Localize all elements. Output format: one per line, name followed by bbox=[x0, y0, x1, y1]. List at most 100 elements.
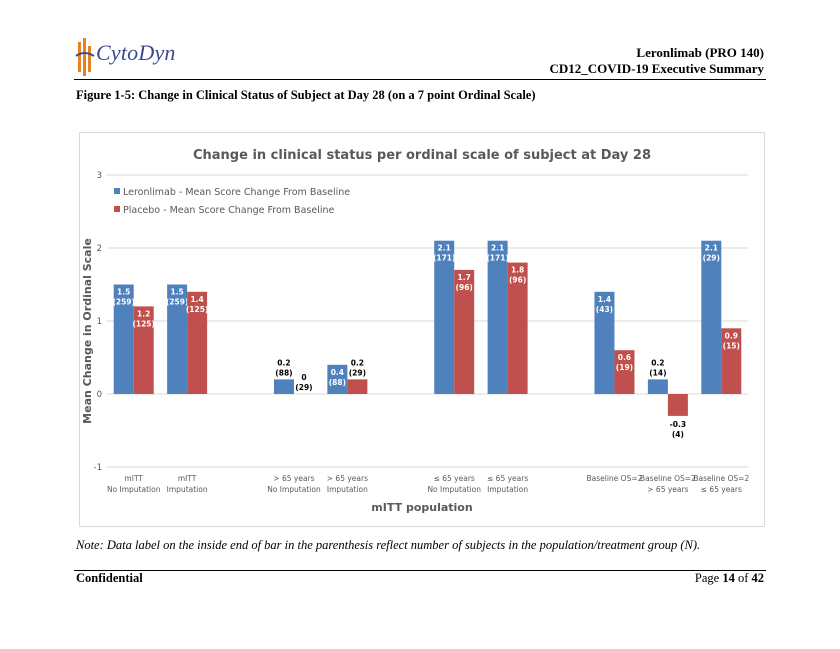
placebo-bar bbox=[133, 306, 154, 394]
placebo-bar bbox=[347, 379, 368, 394]
legend-swatch bbox=[114, 188, 120, 194]
data-label: 0.9 bbox=[725, 331, 738, 340]
y-tick-label: -1 bbox=[94, 463, 102, 473]
x-tick-label: No Imputation bbox=[267, 485, 321, 494]
placebo-bar bbox=[454, 269, 475, 394]
page-total: 42 bbox=[751, 571, 765, 585]
x-tick-label: Baseline OS=2 bbox=[640, 474, 696, 483]
page-of: of bbox=[737, 571, 749, 585]
data-label-n: (19) bbox=[616, 363, 633, 372]
data-label: 2.1 bbox=[705, 244, 718, 253]
logo-text: CytoDyn bbox=[96, 40, 176, 65]
placebo-bar bbox=[187, 291, 208, 394]
header-title-line2: CD12_COVID-19 Executive Summary bbox=[549, 61, 764, 76]
data-label: 1.5 bbox=[170, 288, 183, 297]
figure-title: Figure 1-5: Change in Clinical Status of… bbox=[76, 88, 536, 102]
x-tick-label: mITT bbox=[178, 474, 197, 483]
data-label-n: (15) bbox=[723, 341, 740, 350]
x-tick-label: ≤ 65 years bbox=[701, 485, 742, 494]
x-tick-label: > 65 years bbox=[273, 474, 314, 483]
data-label: 0 bbox=[301, 373, 306, 382]
data-label-n: (125) bbox=[186, 305, 209, 314]
placebo-bar bbox=[721, 328, 742, 394]
data-label-n: (14) bbox=[649, 368, 666, 377]
x-tick-label: ≤ 65 years bbox=[487, 474, 528, 483]
data-label: 1.4 bbox=[598, 295, 611, 304]
page-number: Page 14 of 42 bbox=[695, 571, 764, 586]
legend-swatch bbox=[114, 206, 120, 212]
x-tick-label: mITT bbox=[124, 474, 143, 483]
x-tick-label: Imputation bbox=[487, 485, 528, 494]
data-label: 1.2 bbox=[137, 309, 150, 318]
x-tick-label: > 65 years bbox=[327, 474, 368, 483]
y-axis-label: Mean Change in Ordinal Scale bbox=[81, 238, 94, 424]
data-label: 0.2 bbox=[277, 358, 290, 367]
x-tick-label: Baseline OS=2 bbox=[587, 474, 643, 483]
data-label-n: (29) bbox=[703, 254, 720, 263]
document-header: Leronlimab (PRO 140) CD12_COVID-19 Execu… bbox=[550, 45, 764, 77]
confidential-label: Confidential bbox=[76, 571, 143, 585]
x-tick-label: > 65 years bbox=[647, 485, 688, 494]
data-label-n: (43) bbox=[596, 305, 613, 314]
data-label: 2.1 bbox=[491, 244, 504, 253]
page-current: 14 bbox=[722, 571, 735, 585]
data-label: 0.6 bbox=[618, 353, 631, 362]
x-axis-label: mITT population bbox=[371, 501, 472, 514]
data-label-n: (96) bbox=[509, 276, 526, 285]
data-label-n: (29) bbox=[295, 383, 312, 392]
data-label: 1.4 bbox=[190, 295, 203, 304]
data-label: -0.3 bbox=[670, 420, 686, 429]
placebo-bar bbox=[507, 262, 528, 394]
leronlimab-bar bbox=[273, 379, 294, 394]
placebo-bar bbox=[614, 350, 635, 394]
legend-entry: Leronlimab - Mean Score Change From Base… bbox=[123, 187, 350, 198]
leronlimab-bar bbox=[647, 379, 668, 394]
data-label: 1.7 bbox=[458, 273, 471, 282]
data-label-n: (29) bbox=[349, 368, 366, 377]
data-label-n: (171) bbox=[433, 254, 456, 263]
x-tick-label: No Imputation bbox=[427, 485, 481, 494]
page-prefix: Page bbox=[694, 571, 720, 585]
bar-chart: Change in clinical status per ordinal sc… bbox=[81, 148, 749, 514]
data-label: 0.2 bbox=[351, 358, 364, 367]
data-label: 2.1 bbox=[438, 244, 451, 253]
x-tick-label: Imputation bbox=[167, 485, 208, 494]
chart-container: Change in clinical status per ordinal sc… bbox=[79, 132, 765, 527]
x-tick-label: Baseline OS=2 bbox=[693, 474, 749, 483]
placebo-bar bbox=[667, 394, 688, 416]
data-label-n: (171) bbox=[486, 254, 509, 263]
logo-mark-icon bbox=[75, 38, 95, 76]
x-tick-label: ≤ 65 years bbox=[434, 474, 475, 483]
data-label-n: (4) bbox=[672, 430, 684, 439]
data-label-n: (96) bbox=[456, 283, 473, 292]
leronlimab-bar bbox=[434, 240, 455, 394]
chart-note: Note: Data label on the inside end of ba… bbox=[76, 538, 701, 552]
data-label-n: (125) bbox=[132, 319, 155, 328]
y-tick-label: 3 bbox=[97, 171, 102, 181]
leronlimab-bar bbox=[594, 291, 615, 394]
x-tick-label: Imputation bbox=[327, 485, 368, 494]
header-title-line1: Leronlimab (PRO 140) bbox=[636, 45, 764, 60]
y-tick-label: 0 bbox=[97, 390, 102, 400]
data-label: 0.2 bbox=[651, 358, 664, 367]
leronlimab-bar bbox=[701, 240, 722, 394]
leronlimab-bar bbox=[113, 284, 134, 394]
y-tick-label: 2 bbox=[97, 244, 102, 254]
data-label-n: (88) bbox=[329, 378, 346, 387]
data-label: 1.8 bbox=[511, 266, 524, 275]
leronlimab-bar bbox=[327, 364, 348, 394]
data-label: 1.5 bbox=[117, 288, 130, 297]
data-label-n: (259) bbox=[112, 298, 135, 307]
legend-entry: Placebo - Mean Score Change From Baselin… bbox=[123, 205, 334, 216]
cytodyn-logo: CytoDyn bbox=[74, 36, 184, 80]
leronlimab-bar bbox=[487, 240, 508, 394]
x-tick-label: No Imputation bbox=[107, 485, 161, 494]
chart-title: Change in clinical status per ordinal sc… bbox=[193, 148, 651, 163]
data-label: 0.4 bbox=[331, 368, 344, 377]
y-tick-label: 1 bbox=[97, 317, 102, 327]
data-label-n: (259) bbox=[166, 298, 189, 307]
header-divider bbox=[74, 79, 766, 80]
data-label-n: (88) bbox=[275, 368, 292, 377]
leronlimab-bar bbox=[167, 284, 188, 394]
footer-divider bbox=[74, 570, 766, 571]
